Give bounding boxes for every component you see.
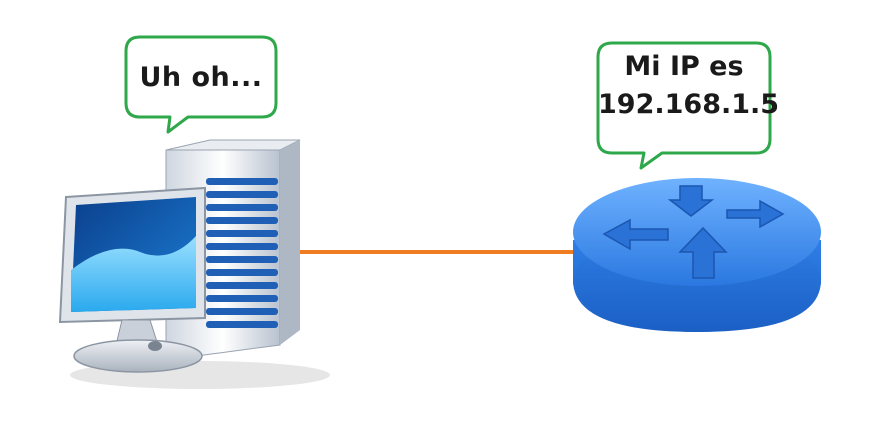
router-bubble-line-1: Mi IP es [624,51,744,82]
router-speech-bubble [596,41,772,170]
router-bubble-line-2: 192.168.1.5 [598,89,780,120]
computer-speech-bubble [124,35,278,134]
computer-bubble-text: Uh oh... [139,62,263,93]
router-bubble-text: Mi IP es 192.168.1.5 [598,48,780,124]
router-icon [573,178,821,332]
computer-server-icon [58,139,330,389]
